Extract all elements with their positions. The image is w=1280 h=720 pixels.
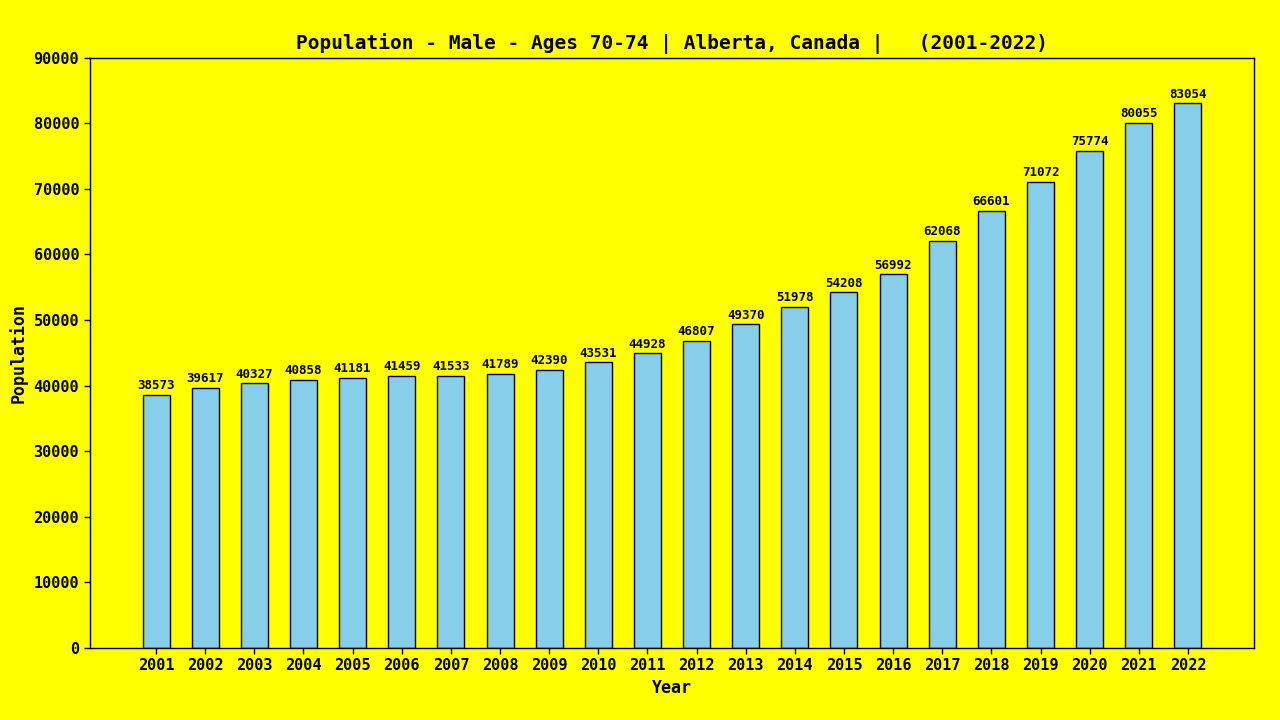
Bar (929, 240, 956, 648)
Bar (634, 354, 660, 648)
Text: 40858: 40858 (284, 364, 323, 377)
Bar (978, 211, 1005, 648)
Text: 38573: 38573 (137, 379, 175, 392)
Text: 43531: 43531 (580, 347, 617, 360)
Text: 49370: 49370 (727, 308, 764, 322)
Text: 54208: 54208 (826, 276, 863, 289)
Bar (291, 380, 317, 648)
Text: 66601: 66601 (973, 195, 1010, 209)
Bar (879, 274, 906, 648)
Text: 39617: 39617 (187, 372, 224, 385)
Bar (831, 292, 858, 648)
Bar (241, 384, 268, 648)
Bar (585, 362, 612, 648)
Bar (339, 378, 366, 648)
Text: 42390: 42390 (530, 354, 568, 367)
Bar (1027, 181, 1053, 648)
Text: 40327: 40327 (236, 368, 273, 381)
Bar (192, 388, 219, 648)
Text: 41459: 41459 (383, 361, 421, 374)
Text: 62068: 62068 (923, 225, 961, 238)
Text: 46807: 46807 (678, 325, 716, 338)
Bar (486, 374, 513, 648)
Text: 71072: 71072 (1021, 166, 1060, 179)
Text: 83054: 83054 (1169, 88, 1207, 101)
Title: Population - Male - Ages 70-74 | Alberta, Canada |   (2001-2022): Population - Male - Ages 70-74 | Alberta… (296, 33, 1048, 54)
Bar (1076, 151, 1103, 648)
Text: 80055: 80055 (1120, 107, 1157, 120)
Text: 41181: 41181 (334, 362, 371, 375)
Bar (535, 370, 563, 648)
Text: 41533: 41533 (433, 360, 470, 373)
Text: 44928: 44928 (628, 338, 666, 351)
Bar (388, 376, 415, 648)
Bar (1125, 123, 1152, 648)
Text: 41789: 41789 (481, 359, 518, 372)
Bar (438, 376, 465, 648)
Text: 75774: 75774 (1071, 135, 1108, 148)
Bar (142, 395, 169, 648)
X-axis label: Year: Year (652, 679, 692, 697)
Bar (1175, 103, 1202, 648)
Bar (732, 324, 759, 648)
Bar (684, 341, 710, 648)
Text: 51978: 51978 (776, 292, 814, 305)
Y-axis label: Population: Population (9, 303, 28, 402)
Bar (781, 307, 809, 648)
Text: 56992: 56992 (874, 258, 911, 271)
